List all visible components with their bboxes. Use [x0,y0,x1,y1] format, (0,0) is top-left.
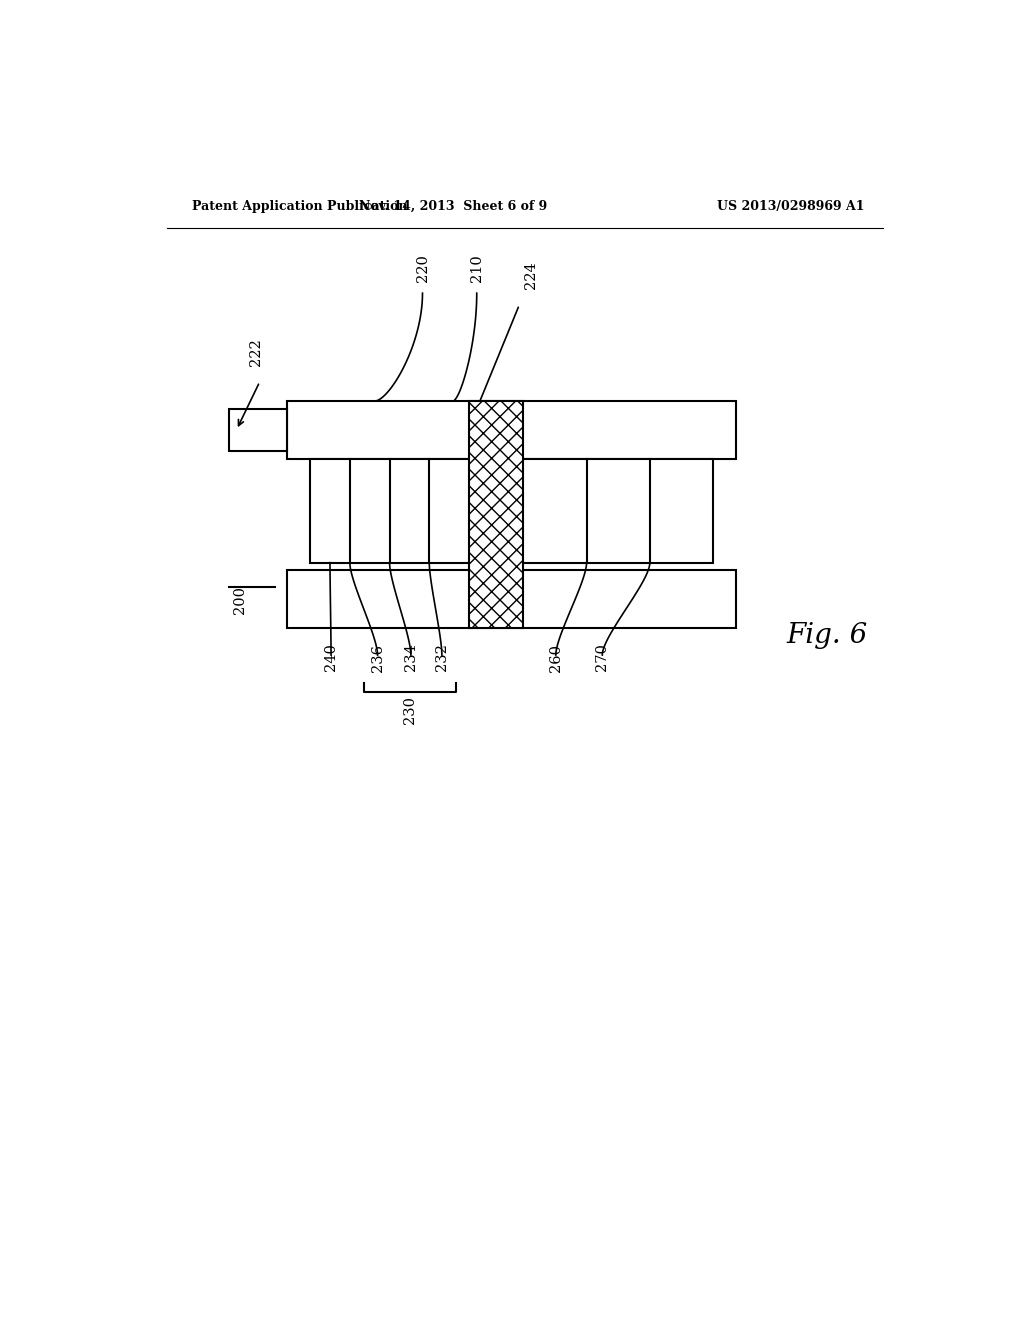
Text: 236: 236 [371,644,385,672]
Text: 270: 270 [595,644,609,672]
Bar [228,409,287,451]
Text: 230: 230 [402,696,417,723]
Bar [287,401,736,459]
Text: Fig. 6: Fig. 6 [786,622,868,649]
Text: US 2013/0298969 A1: US 2013/0298969 A1 [717,199,864,213]
Text: 232: 232 [435,644,449,672]
Text: Nov. 14, 2013  Sheet 6 of 9: Nov. 14, 2013 Sheet 6 of 9 [359,199,548,213]
Text: 220: 220 [416,253,429,281]
Text: 234: 234 [403,644,418,672]
Text: 260: 260 [549,644,563,672]
Bar [469,401,523,628]
Bar [310,459,713,562]
Bar [287,570,736,628]
Text: 210: 210 [470,253,483,281]
Text: 240: 240 [324,644,338,672]
Text: 200: 200 [232,586,247,614]
Text: 222: 222 [249,338,263,367]
Text: 224: 224 [524,261,538,289]
Text: Patent Application Publication: Patent Application Publication [191,199,408,213]
